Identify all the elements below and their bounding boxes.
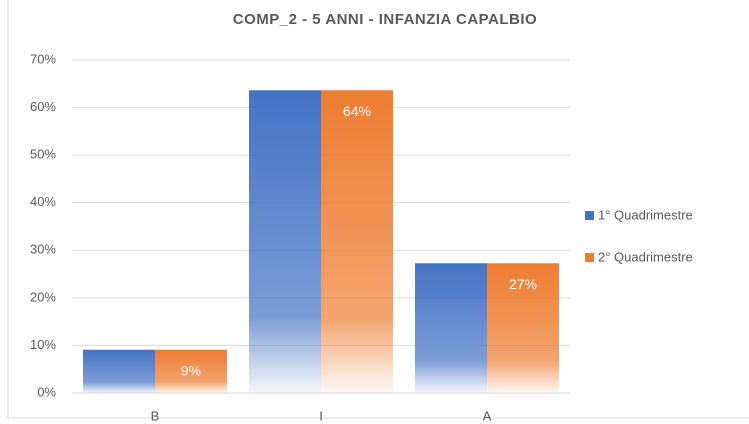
y-tick-label: 70% xyxy=(30,51,56,66)
y-tick-label: 40% xyxy=(30,194,56,209)
y-tick-label: 60% xyxy=(30,99,56,114)
y-tick-label: 10% xyxy=(30,337,56,352)
chart-frame xyxy=(7,0,749,419)
x-tick-label: A xyxy=(483,408,492,423)
bar xyxy=(321,90,393,393)
bar xyxy=(83,349,155,393)
y-tick-label: 50% xyxy=(30,147,56,162)
bar xyxy=(415,263,487,393)
bar xyxy=(155,349,227,393)
data-label: 64% xyxy=(343,103,371,119)
legend-swatch xyxy=(585,253,594,262)
y-tick-label: 20% xyxy=(30,289,56,304)
bar xyxy=(249,90,321,393)
legend-label: 1° Quadrimestre xyxy=(598,207,693,222)
data-label: 9% xyxy=(181,362,201,378)
chart-title: COMP_2 - 5 ANNI - INFANZIA CAPALBIO xyxy=(233,11,537,28)
x-tick-label: B xyxy=(151,408,160,423)
y-tick-label: 0% xyxy=(37,384,56,399)
x-tick-label: I xyxy=(319,408,323,423)
bar xyxy=(487,263,559,393)
legend-swatch xyxy=(585,211,594,220)
y-tick-label: 30% xyxy=(30,242,56,257)
data-label: 27% xyxy=(509,276,537,292)
legend-label: 2° Quadrimestre xyxy=(598,249,693,264)
